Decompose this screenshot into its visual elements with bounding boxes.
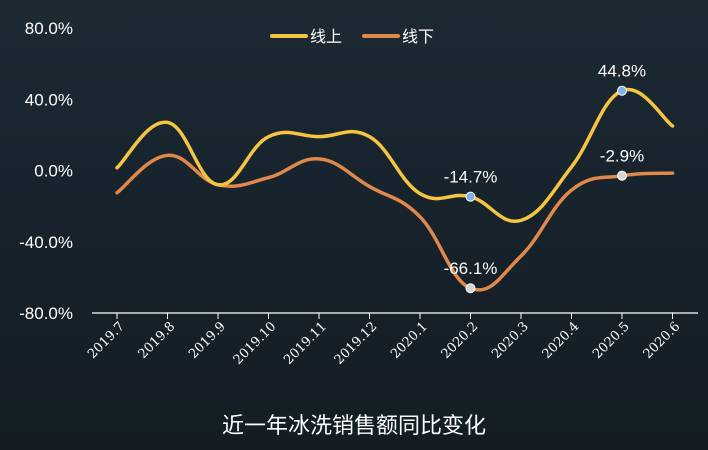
chart-caption: 近一年冰洗销售额同比变化	[221, 414, 486, 439]
data-point-marker	[465, 191, 476, 202]
legend-label-offline: 线下	[402, 27, 434, 46]
x-tick-label: 2020.6	[641, 319, 684, 362]
y-tick-label: -40.0%	[19, 233, 73, 252]
x-tick-label: 2020.1	[388, 319, 431, 362]
series-line-online	[115, 87, 675, 224]
data-point-marker	[617, 170, 627, 181]
x-tick-label: 2020.4	[540, 319, 583, 362]
series-line-offline	[115, 153, 675, 292]
data-label: 44.8%	[598, 62, 646, 81]
x-tick-label: 2019.9	[186, 319, 229, 362]
data-label: -2.9%	[600, 147, 644, 166]
x-tick-label: 2019.11	[281, 319, 330, 368]
y-tick-label: 80.0%	[25, 19, 73, 38]
data-label: -14.7%	[444, 168, 498, 187]
x-tick-label: 2019.10	[231, 319, 280, 368]
x-tick-label: 2020.3	[489, 319, 532, 362]
x-tick-label: 2019.8	[136, 319, 179, 362]
data-label: -66.1%	[444, 259, 498, 278]
data-point-marker	[465, 283, 476, 294]
x-tick-label: 2019.7	[85, 319, 128, 362]
x-tick-label: 2019.12	[332, 319, 381, 368]
data-point-marker	[617, 85, 627, 96]
x-tick-label: 2020.5	[590, 319, 633, 362]
y-tick-label: 40.0%	[25, 90, 73, 109]
legend-label-online: 线上	[310, 27, 342, 46]
y-tick-label: -80.0%	[19, 304, 73, 323]
x-tick-label: 2020.2	[439, 319, 482, 362]
y-tick-label: 0.0%	[34, 162, 73, 181]
